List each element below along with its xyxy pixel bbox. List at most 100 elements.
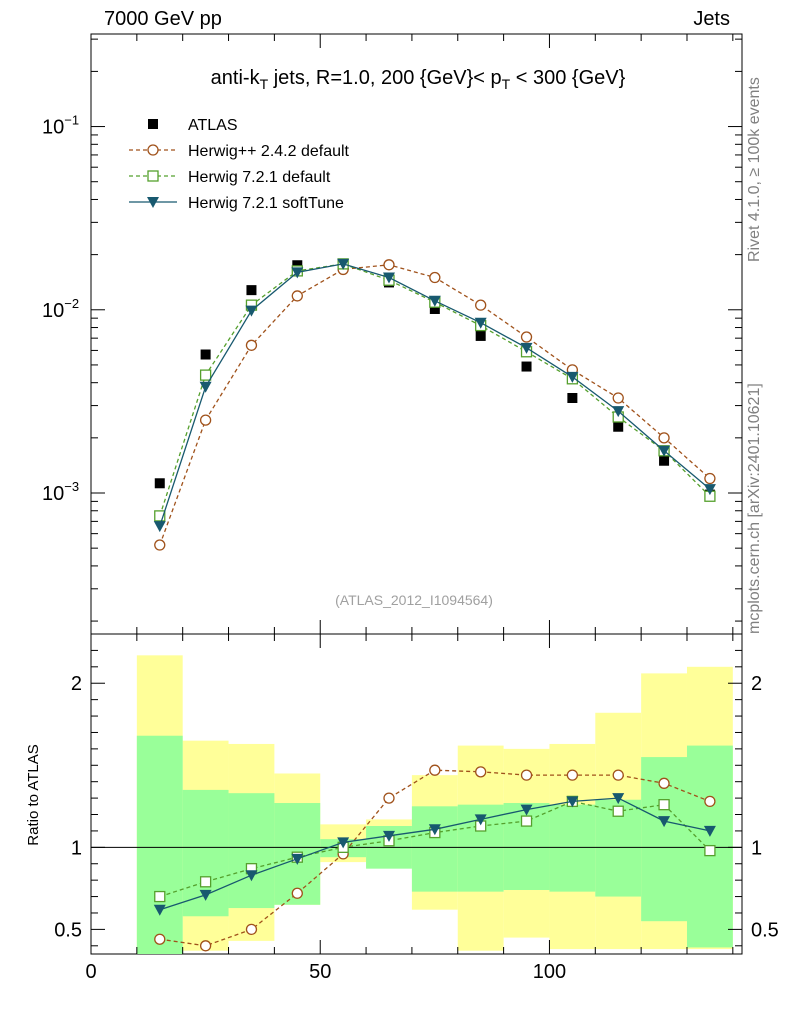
ratio-series-group — [153, 764, 716, 952]
y-tick-label: 10−1 — [42, 113, 79, 139]
point-atlas — [246, 285, 257, 296]
ratio-point-herwig-7-2-1-softtune — [337, 837, 350, 849]
point-herwig-7-2-1-softtune — [382, 272, 395, 284]
ratio-y-tick-label: 1 — [71, 837, 82, 859]
chart-title: anti-kT jets, R=1.0, 200 {GeV}< pT < 300… — [211, 67, 626, 92]
header-right: Jets — [693, 8, 730, 30]
point-herwig-7-2-1-softtune — [428, 295, 441, 307]
point-herwig-7-2-1-softtune — [337, 258, 350, 270]
ratio-y-tick-label: 0.5 — [54, 919, 82, 941]
axis-ticks — [90, 34, 742, 954]
legend-label-herwig-7-2-1-softtune: Herwig 7.2.1 softTune — [188, 195, 344, 212]
ratio-y-tick-label-right: 0.5 — [751, 919, 779, 941]
header-left: 7000 GeV pp — [104, 8, 222, 30]
ratio-point-herwig-7-2-1-softtune — [520, 804, 533, 816]
point-herwig-7-2-1-softtune — [658, 445, 671, 457]
legend-marker-herwig-7-2-1-default — [147, 170, 159, 182]
ratio-point-herwig-7-2-1-default — [520, 815, 533, 827]
ratio-point-herwig-7-2-1-softtune — [291, 853, 304, 865]
ratio-point-herwig-2-4-2-default — [475, 766, 487, 778]
point-atlas — [429, 303, 440, 314]
ratio-point-herwig-7-2-1-softtune — [612, 793, 625, 805]
point-herwig-2-4-2-default — [475, 299, 487, 311]
ratio-point-herwig-7-2-1-softtune — [245, 870, 258, 882]
ratio-point-herwig-7-2-1-softtune — [153, 904, 166, 916]
point-atlas — [521, 361, 532, 372]
main-series-group — [153, 258, 716, 551]
point-herwig-2-4-2-default — [704, 472, 716, 485]
point-herwig-2-4-2-default — [429, 271, 441, 284]
ratio-point-herwig-7-2-1-default — [154, 890, 166, 903]
point-herwig-7-2-1-softtune — [566, 371, 579, 383]
ratio-y-tick-label: 2 — [71, 673, 82, 695]
point-atlas — [200, 349, 211, 360]
ratio-point-herwig-7-2-1-softtune — [199, 889, 212, 901]
ratio-band-green — [549, 804, 596, 892]
ratio-point-herwig-2-4-2-default — [154, 933, 166, 945]
ratio-point-herwig-2-4-2-default — [429, 764, 441, 776]
ratio-point-herwig-7-2-1-default — [199, 876, 212, 888]
point-herwig-7-2-1-softtune — [474, 317, 487, 329]
point-atlas — [154, 478, 165, 489]
ratio-point-herwig-7-2-1-softtune — [474, 814, 487, 826]
legend-label-herwig-7-2-1-default: Herwig 7.2.1 default — [188, 169, 331, 186]
point-herwig-2-4-2-default — [199, 414, 212, 426]
ratio-point-herwig-2-4-2-default — [566, 769, 579, 781]
point-herwig-7-2-1-default — [199, 369, 212, 381]
ratio-point-herwig-7-2-1-softtune — [566, 796, 579, 808]
point-herwig-7-2-1-softtune — [245, 305, 258, 317]
ratio-point-herwig-2-4-2-default — [245, 923, 258, 936]
ratio-y-axis-label: Ratio to ATLAS — [25, 744, 42, 845]
ratio-point-herwig-2-4-2-default — [704, 795, 716, 808]
legend-label-herwig-2-4-2-default: Herwig++ 2.4.2 default — [188, 143, 350, 160]
ratio-point-herwig-7-2-1-default — [704, 844, 716, 857]
y-tick-label: 10−3 — [42, 479, 79, 505]
ratio-point-herwig-7-2-1-softtune — [382, 830, 395, 842]
ratio-uncertainty-bands — [136, 655, 733, 954]
legend-marker-atlas — [148, 119, 158, 129]
legend: ATLAS Herwig++ 2.4.2 default Herwig 7.2.1 … — [129, 117, 350, 212]
point-herwig-2-4-2-default — [612, 392, 624, 404]
point-herwig-2-4-2-default — [520, 331, 533, 343]
point-herwig-2-4-2-default — [291, 290, 303, 302]
ratio-panel-frame — [90, 633, 743, 955]
ratio-point-herwig-7-2-1-softtune — [428, 824, 441, 836]
legend-label-atlas: ATLAS — [188, 117, 238, 134]
x-tick-label: 100 — [533, 961, 566, 983]
point-herwig-7-2-1-softtune — [153, 521, 166, 533]
point-herwig-7-2-1-softtune — [703, 484, 716, 496]
ratio-band-green — [228, 793, 275, 909]
point-herwig-2-4-2-default — [154, 539, 166, 551]
ratio-point-herwig-2-4-2-default — [199, 940, 212, 952]
point-atlas — [567, 392, 578, 403]
y-tick-label: 10−2 — [42, 296, 79, 322]
axis-tick-labels: 0 50 100 10−1 10−2 10−3 0.5 0.5 1 1 2 2 — [42, 113, 779, 983]
ratio-point-herwig-2-4-2-default — [383, 792, 395, 804]
x-tick-label: 0 — [85, 961, 96, 983]
point-atlas — [613, 421, 624, 432]
point-atlas — [475, 330, 486, 341]
point-atlas — [292, 260, 303, 271]
ratio-band-green — [136, 735, 183, 954]
ratio-point-herwig-7-2-1-default — [658, 799, 670, 811]
ratio-point-herwig-2-4-2-default — [520, 769, 533, 781]
point-herwig-7-2-1-softtune — [520, 342, 533, 354]
point-atlas — [659, 455, 670, 466]
point-herwig-2-4-2-default — [383, 259, 395, 271]
point-herwig-7-2-1-softtune — [612, 406, 625, 418]
ratio-y-tick-label-right: 2 — [751, 673, 762, 695]
point-herwig-7-2-1-softtune — [291, 267, 304, 279]
ratio-band-green — [411, 806, 458, 892]
point-herwig-7-2-1-default — [154, 510, 166, 522]
ratio-point-herwig-7-2-1-softtune — [658, 816, 671, 828]
legend-marker-herwig-7-2-1-softtune — [147, 197, 159, 208]
point-herwig-2-4-2-default — [245, 339, 258, 351]
legend-marker-herwig-2-4-2-default — [147, 144, 159, 156]
ratio-point-herwig-2-4-2-default — [612, 769, 624, 781]
ratio-y-tick-label-right: 1 — [751, 837, 762, 859]
analysis-watermark: (ATLAS_2012_I1094564) — [335, 592, 493, 608]
point-herwig-7-2-1-softtune — [199, 381, 212, 393]
x-tick-label: 50 — [309, 961, 331, 983]
point-herwig-2-4-2-default — [658, 432, 670, 444]
